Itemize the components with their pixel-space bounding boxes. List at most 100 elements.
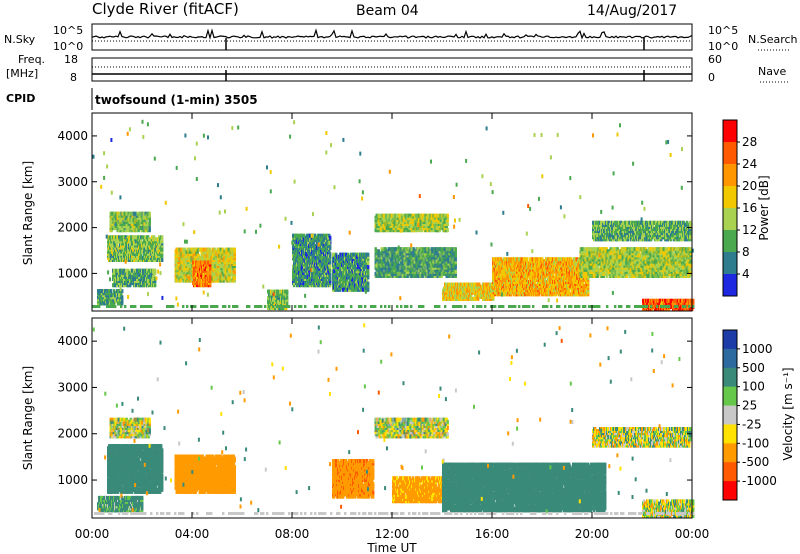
nave-label: Nave (758, 65, 786, 78)
heatmap-cell (416, 265, 419, 270)
heatmap-cell (424, 228, 427, 233)
heatmap-cell (293, 281, 296, 286)
heatmap-cell (395, 263, 398, 268)
heatmap-cell (146, 241, 149, 246)
heatmap-cell (446, 215, 449, 220)
heatmap-cell (196, 249, 199, 254)
heatmap-cell (213, 247, 216, 252)
heatmap-cell (294, 264, 297, 269)
heatmap-cell (233, 270, 236, 275)
heatmap-cell (454, 257, 457, 262)
heatmap-cell (148, 211, 151, 216)
heatmap-cell (360, 287, 363, 292)
heatmap-cell (121, 281, 124, 286)
heatmap-cell (209, 281, 212, 286)
heatmap-cell (202, 249, 205, 254)
heatmap-cell (293, 279, 296, 283)
heatmap-cell (323, 256, 326, 261)
cpid-label: CPID (6, 92, 35, 105)
heatmap-cell (118, 293, 121, 298)
heatmap-cell (214, 249, 217, 254)
heatmap-cell (154, 270, 157, 275)
heatmap-cell (148, 217, 151, 222)
heatmap-cell (356, 269, 359, 274)
heatmap-cell (139, 243, 142, 248)
heatmap-cell (452, 286, 455, 291)
heatmap-cell (367, 275, 370, 280)
heatmap-cell (198, 277, 201, 281)
heatmap-cell (133, 268, 136, 273)
heatmap-cell (356, 258, 359, 263)
heatmap-cell (319, 281, 322, 286)
heatmap-cell (228, 274, 231, 279)
heatmap-cell (355, 285, 358, 290)
heatmap-cell (310, 254, 313, 259)
heatmap-cell (126, 249, 129, 254)
heatmap-cell (305, 264, 308, 269)
heatmap-cell (350, 269, 353, 274)
heatmap-cell (115, 268, 118, 273)
heatmap-cell (335, 265, 338, 270)
heatmap-cell (329, 254, 332, 259)
heatmap-cell (304, 281, 307, 286)
heatmap-cell (133, 258, 136, 262)
heatmap-cell (154, 283, 157, 288)
heatmap-cell (161, 258, 164, 262)
heatmap-cell (141, 235, 144, 240)
heatmap-cell (433, 274, 436, 278)
heatmap-cell (161, 235, 164, 240)
heatmap-cell (127, 228, 130, 233)
heatmap-cell (397, 263, 400, 268)
heatmap-cell (405, 226, 408, 231)
heatmap-cell (117, 239, 120, 244)
heatmap-cell (412, 247, 415, 252)
nave-tick-top: 60 (708, 53, 722, 66)
heatmap-cell (133, 281, 136, 286)
heatmap-cell (117, 215, 120, 220)
heatmap-cell (329, 237, 332, 242)
heatmap-cell (186, 278, 189, 283)
heatmap-cell (140, 258, 143, 262)
heatmap-cell (446, 213, 449, 218)
heatmap-cell (118, 291, 121, 296)
heatmap-cell (446, 222, 449, 226)
heatmap-cell (225, 247, 228, 252)
heatmap-cell (333, 252, 336, 257)
heatmap-cell (393, 224, 396, 228)
heatmap-cell (376, 257, 379, 262)
heatmap-cell (205, 262, 208, 267)
heatmap-cell (417, 228, 420, 233)
heatmap-cell (121, 297, 124, 302)
heatmap-cell (148, 228, 151, 233)
heatmap-cell (353, 287, 356, 292)
heatmap-cell (329, 281, 332, 286)
heatmap-cell (355, 287, 358, 292)
heatmap-cell (304, 277, 307, 281)
heatmap-cell (388, 269, 391, 274)
heatmap-cell (113, 281, 116, 286)
heatmap-cell (356, 254, 359, 259)
heatmap-cell (120, 215, 123, 220)
heatmap-cell (193, 266, 196, 271)
heatmap-cell (333, 271, 336, 276)
heatmap-cell (355, 279, 358, 284)
heatmap-cell (195, 255, 198, 260)
heatmap-cell (209, 266, 212, 271)
heatmap-cell (329, 283, 332, 288)
heatmap-cell (293, 283, 296, 288)
heatmap-cell (366, 263, 369, 267)
heatmap-cell (328, 248, 331, 253)
heatmap-cell (185, 249, 188, 254)
heatmap-cell (271, 299, 274, 304)
heatmap-cell (233, 249, 236, 254)
heatmap-cell (156, 255, 159, 260)
heatmap-cell (231, 272, 234, 277)
heatmap-cell (348, 287, 351, 292)
heatmap-cell (434, 215, 437, 220)
heatmap-cell (131, 281, 134, 286)
heatmap-cell (293, 260, 296, 265)
heatmap-cell (145, 245, 148, 250)
heatmap-cell (229, 255, 232, 260)
nsearch-label: N.Search (748, 33, 798, 46)
heatmap-cell (161, 239, 164, 244)
